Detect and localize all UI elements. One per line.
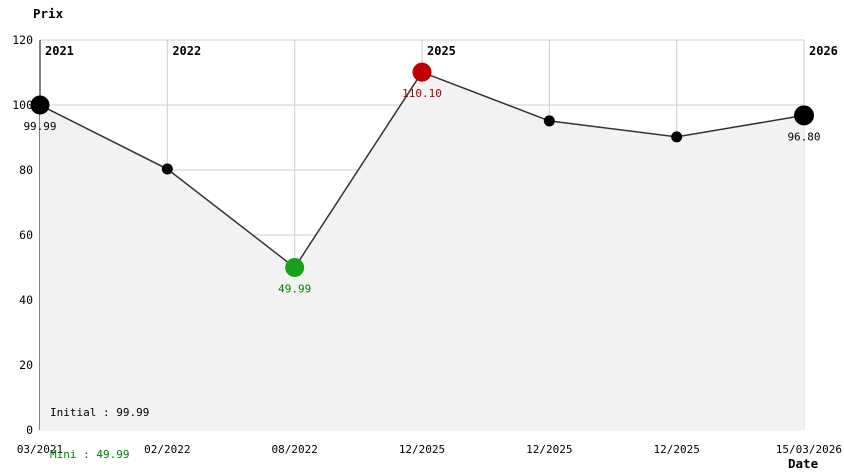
year-label: 2026	[809, 44, 838, 58]
y-tick-label: 60	[19, 228, 33, 242]
year-label: 2025	[427, 44, 456, 58]
year-label: 2021	[45, 44, 74, 58]
data-point-marker	[285, 258, 305, 278]
y-tick-label: 120	[12, 33, 33, 47]
x-axis-title: Date	[788, 456, 819, 471]
x-tick-label: 12/2025	[399, 443, 445, 456]
y-tick-label: 80	[19, 163, 33, 177]
y-tick-label: 100	[12, 98, 33, 112]
year-label: 2022	[172, 44, 201, 58]
x-tick-label: 12/2025	[653, 443, 699, 456]
data-point-label: 96.80	[787, 130, 820, 143]
data-point-label: 110.10	[402, 87, 442, 100]
legend-item-initial: Initial : 99.99	[50, 406, 150, 419]
series-area-fill	[40, 72, 804, 431]
x-tick-label: 02/2022	[144, 443, 190, 456]
data-point-marker	[412, 62, 432, 82]
chart-legend: Initial : 99.99 Mini : 49.99 Max : 110.1…	[50, 378, 149, 474]
data-point-marker	[30, 95, 50, 115]
y-tick-label: 20	[19, 358, 33, 372]
x-tick-label: 08/2022	[271, 443, 317, 456]
y-tick-label: 40	[19, 293, 33, 307]
x-tick-label: 12/2025	[526, 443, 572, 456]
y-tick-label: 0	[26, 423, 33, 437]
data-point-marker	[543, 115, 555, 127]
x-tick-label: 15/03/2026	[776, 443, 842, 456]
data-point-label: 99.99	[23, 120, 56, 133]
data-point-marker	[161, 163, 173, 175]
data-point-label: 49.99	[278, 283, 311, 296]
y-axis-title: Prix	[33, 6, 64, 21]
legend-item-mini: Mini : 49.99	[50, 448, 130, 461]
x-tick-label: 03/2021	[17, 443, 63, 456]
data-point-marker	[671, 131, 683, 143]
data-point-marker	[794, 105, 814, 126]
